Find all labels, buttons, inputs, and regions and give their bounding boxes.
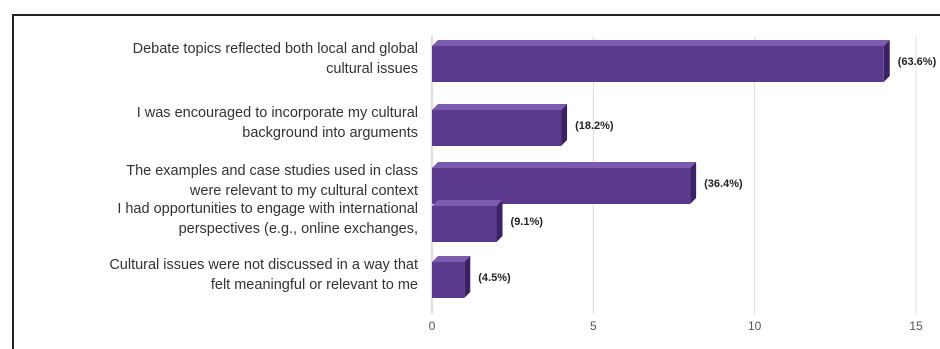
bar-4 (432, 262, 465, 298)
data-label-4: (4.5%) (478, 272, 511, 284)
category-label-2-line-0: The examples and case studies used in cl… (126, 163, 418, 179)
bar-side-1 (561, 104, 568, 146)
data-label-1: (18.2%) (575, 120, 614, 132)
data-label-2: (36.4%) (704, 178, 743, 190)
category-label-1-line-0: I was encouraged to incorporate my cultu… (137, 105, 418, 121)
bar-side-0 (883, 40, 890, 82)
category-label-0-line-1: cultural issues (326, 61, 418, 77)
bar-top-4 (432, 256, 471, 262)
x-tick-label-10: 10 (748, 319, 762, 333)
x-tick-label-15: 15 (909, 319, 923, 333)
bar-top-0 (432, 40, 890, 46)
category-label-4-line-0: Cultural issues were not discussed in a … (109, 257, 418, 273)
category-label-1-line-1: background into arguments (242, 125, 418, 141)
bar-side-2 (690, 162, 697, 204)
bar-0 (432, 46, 884, 82)
data-label-3: (9.1%) (511, 216, 544, 228)
category-label-4-line-1: felt meaningful or relevant to me (211, 277, 418, 293)
bar-2 (432, 168, 691, 204)
bar-side-4 (464, 256, 471, 298)
category-label-3-line-1: perspectives (e.g., online exchanges, (179, 221, 418, 237)
frame-top-border (14, 14, 940, 16)
bar-top-3 (432, 200, 503, 206)
x-tick-label-5: 5 (590, 319, 597, 333)
category-label-3-line-0: I had opportunities to engage with inter… (117, 201, 418, 217)
category-label-2-line-1: were relevant to my cultural context (189, 183, 418, 199)
data-label-0: (63.6%) (898, 56, 937, 68)
category-label-0-line-0: Debate topics reflected both local and g… (133, 41, 418, 57)
bar-top-2 (432, 162, 697, 168)
bar-1 (432, 110, 562, 146)
x-tick-label-0: 0 (429, 319, 436, 333)
frame-left-border (12, 14, 14, 349)
bar-top-1 (432, 104, 568, 110)
bar-side-3 (496, 200, 503, 242)
bar-3 (432, 206, 497, 242)
